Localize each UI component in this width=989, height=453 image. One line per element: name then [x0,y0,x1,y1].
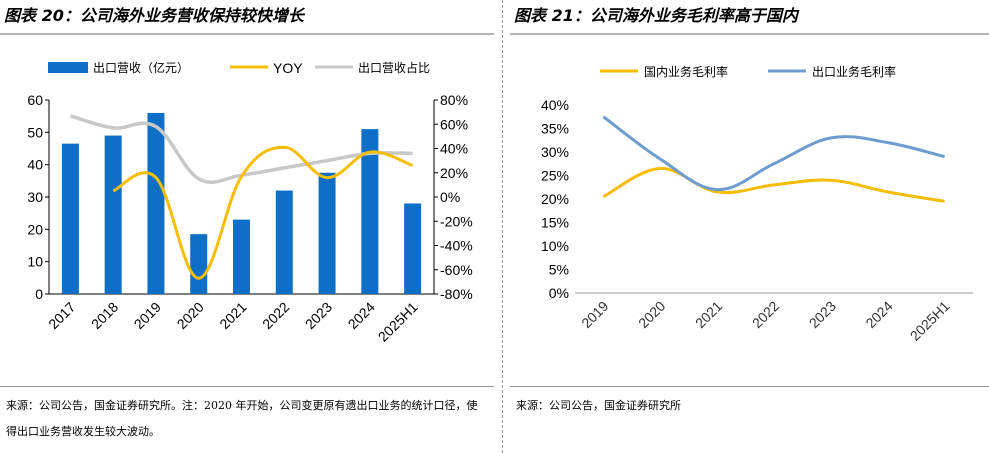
legend-label-share: 出口营收占比 [358,60,430,75]
revenue-bar [233,219,250,294]
y-left-tick-label: 40 [27,157,43,173]
legend-label-revenue: 出口营收（亿元） [93,60,189,75]
y-tick-label: 0% [549,285,569,301]
share-line [69,114,413,184]
x-tick-label: 2021 [692,298,725,331]
legend-swatch-revenue [48,62,88,73]
revenue-bar [104,135,122,294]
revenue-bar [404,203,422,294]
left-source-note: 来源：公司公告，国金证券研究所。注：2020 年开始，公司变更原有遗出口业务的统… [6,399,478,438]
right-source-rule [510,386,989,387]
overseas-margin-line [602,115,945,192]
revenue-bar [190,234,208,294]
right-panel: 图表 21：公司海外业务毛利率高于国内 国内业务毛利率 出口业务毛利率 0% 5% 10… [510,0,989,453]
x-tick-label: 2020 [635,298,668,331]
x-tick-label: 2024 [862,298,895,331]
y-right-tick-label: -20% [440,213,473,229]
x-tick-label: 2022 [749,298,782,331]
x-tick-label: 2023 [806,298,839,331]
yoy-line [112,145,414,280]
revenue-bar [361,129,379,294]
y-right-tick-label: 80% [440,92,468,108]
left-source-rule [0,386,494,387]
legend-label-yoy: YOY [273,60,303,76]
y-right-tick-label: 0% [440,189,460,205]
domestic-margin-line [602,166,945,203]
export-revenue-chart: 出口营收（亿元） YOY 出口营收占比 0 10 20 30 40 50 60 -80% -60% -4… [27,60,473,345]
y-left-tick-label: 60 [27,92,43,108]
revenue-bar [61,143,79,294]
y-right-tick-label: -60% [440,262,473,278]
x-tick-label: 2022 [259,299,292,332]
y-left-tick-label: 10 [27,254,43,270]
left-panel: 图表 20：公司海外业务营收保持较快增长 出口营收（亿元） YOY 出口营收占比 0 1… [0,0,494,453]
y-tick-label: 30% [541,144,569,160]
y-right-tick-label: 40% [440,141,468,157]
right-source-note: 来源：公司公告，国金证券研究所 [516,399,681,412]
y-right-tick-label: -80% [440,286,473,302]
y-tick-label: 15% [541,215,569,231]
revenue-bar [275,190,293,294]
y-left-tick-label: 30 [27,189,43,205]
x-tick-label: 2021 [216,299,249,332]
y-left-tick-label: 50 [27,124,43,140]
gross-margin-chart: 国内业务毛利率 出口业务毛利率 0% 5% 10% 15% 20% 25% 30% 35% 40% 2… [541,64,973,344]
legend-label-overseas: 出口业务毛利率 [812,64,896,79]
right-chart-title: 图表 21：公司海外业务毛利率高于国内 [514,6,798,25]
y-tick-label: 10% [541,238,569,254]
x-tick-label: 2020 [173,299,206,332]
panel-divider [502,0,503,453]
x-tick-label: 2025H1 [375,299,421,345]
y-right-tick-label: 60% [440,116,468,132]
y-tick-label: 5% [549,262,569,278]
right-title-rule [510,33,989,35]
x-tick-label: 2023 [302,299,335,332]
revenue-bar [318,172,336,294]
y-tick-label: 25% [541,168,569,184]
y-tick-label: 35% [541,121,569,137]
x-tick-label: 2025H1 [907,298,953,344]
left-title-rule [0,33,494,35]
revenue-bar [147,112,165,294]
y-right-tick-label: 20% [440,165,468,181]
left-chart-title: 图表 20：公司海外业务营收保持较快增长 [4,6,304,25]
legend-label-domestic: 国内业务毛利率 [644,64,728,79]
y-right-tick-label: -40% [440,238,473,254]
x-tick-label: 2019 [131,299,164,332]
x-tick-label: 2018 [88,299,121,332]
y-tick-label: 20% [541,191,569,207]
x-tick-label: 2024 [345,299,378,332]
y-tick-label: 40% [541,97,569,113]
y-left-tick-label: 20 [27,221,43,237]
y-left-tick-label: 0 [35,286,43,302]
x-tick-label: 2017 [45,299,78,332]
x-tick-label: 2019 [578,298,611,331]
